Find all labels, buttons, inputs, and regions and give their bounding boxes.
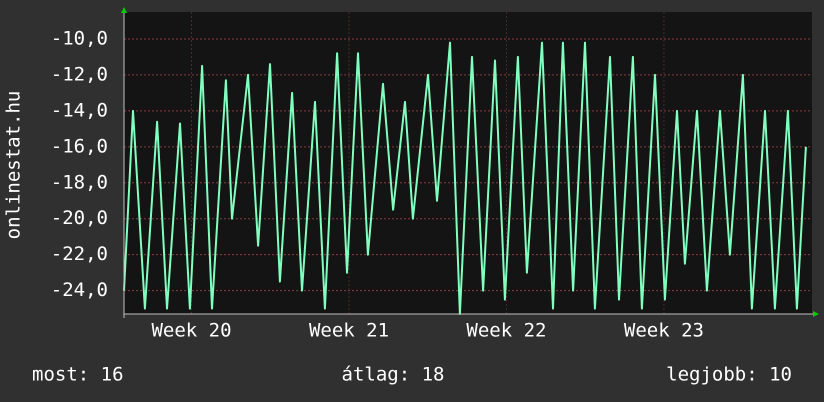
y-tick-label: -24,0 [51,279,108,301]
marks [123,41,807,315]
x-tick-label: Week 22 [466,320,546,342]
y-tick-label: -14,0 [51,99,108,121]
x-tick-label: Week 20 [151,320,231,342]
y-tick-label: -10,0 [51,27,108,49]
footer-current: most: 16 [32,364,124,386]
y-tick-label: -20,0 [51,207,108,229]
x-axis-arrow [813,311,819,317]
x-tick-label: Week 21 [309,320,389,342]
footer-best: legjobb: 10 [666,364,792,386]
data-line [123,41,807,315]
footer-average: átlag: 18 [342,364,445,386]
y-tick-label: -18,0 [51,171,108,193]
y-tick-label: -12,0 [51,63,108,85]
y-axis-arrow [121,7,127,13]
x-tick-label: Week 23 [624,320,704,342]
y-tick-label: -22,0 [51,243,108,265]
y-tick-label: -16,0 [51,135,108,157]
y-axis-label: onlinestat.hu [3,91,25,240]
